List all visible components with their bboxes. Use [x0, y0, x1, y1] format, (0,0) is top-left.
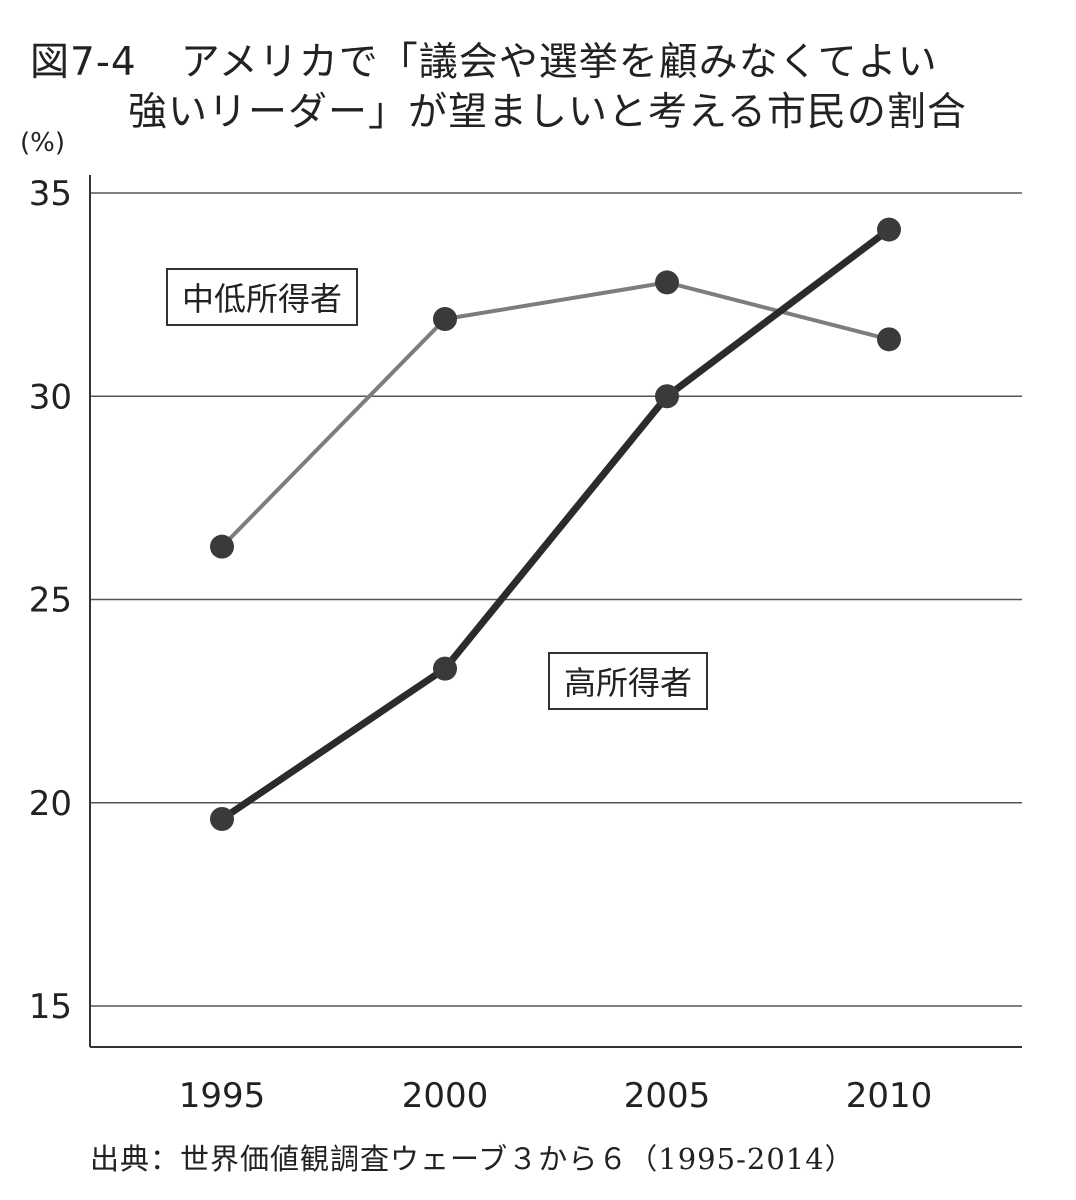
data-point-low-middle-income-2010: [877, 327, 901, 352]
x-tick-label-2010: 2010: [846, 1076, 933, 1116]
axes: [89, 175, 1022, 1048]
y-tick-label-35: 35: [29, 174, 72, 214]
y-tick-label-20: 20: [29, 784, 72, 824]
series-lines: [218, 226, 893, 823]
y-axis-unit-label: (%): [20, 128, 65, 158]
data-point-high-income-2010: [877, 217, 901, 242]
x-tick-label-1995: 1995: [179, 1076, 266, 1116]
y-tick-label-30: 30: [29, 377, 72, 417]
data-point-high-income-2005: [655, 384, 679, 409]
legend-label-low-middle-income: 中低所得者: [166, 268, 359, 326]
title-line-1: 図7-4 アメリカで「議会や選挙を顧みなくてよい: [30, 38, 1050, 88]
data-point-low-middle-income-2005: [655, 270, 679, 295]
y-tick-label-25: 25: [29, 581, 72, 621]
data-point-low-middle-income-1995: [210, 534, 234, 559]
x-tick-label-2005: 2005: [624, 1076, 711, 1116]
y-tick-label-15: 15: [29, 987, 72, 1027]
data-point-low-middle-income-2000: [433, 307, 457, 332]
data-point-high-income-1995: [210, 807, 234, 832]
chart-title: 図7-4 アメリカで「議会や選挙を顧みなくてよい 強いリーダー」が望ましいと考える…: [30, 38, 1050, 138]
figure-number: 図7-4: [30, 40, 137, 85]
x-tick-label-2000: 2000: [402, 1076, 489, 1116]
series-markers: [210, 217, 901, 832]
title-text-2: 強いリーダー」が望ましいと考える市民の割合: [128, 90, 967, 135]
tick-labels: 15 20 25 30 35 1995 2000 2005 2010: [29, 174, 933, 1116]
legend-label-high-income: 高所得者: [548, 652, 709, 710]
data-point-high-income-2000: [433, 656, 457, 681]
title-text-1: アメリカで「議会や選挙を顧みなくてよい: [180, 40, 938, 85]
series-line-high-income: [218, 226, 893, 823]
title-line-2: 強いリーダー」が望ましいと考える市民の割合: [30, 88, 1050, 138]
source-note: 出典：世界価値観調査ウェーブ３から６（1995-2014）: [90, 1142, 855, 1176]
